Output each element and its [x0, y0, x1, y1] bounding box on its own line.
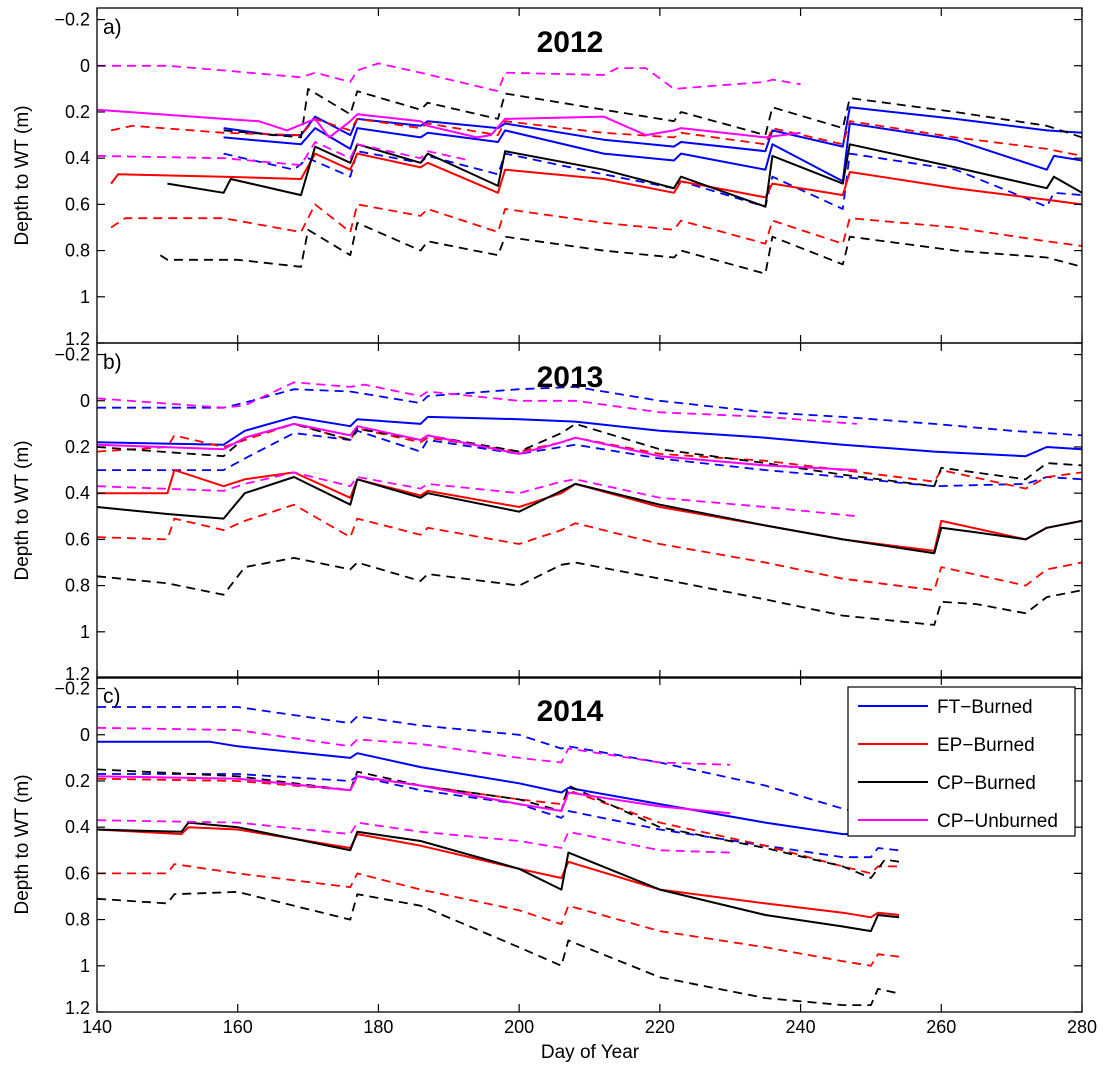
series-group — [97, 62, 1082, 275]
x-tick-label: 200 — [504, 1017, 534, 1037]
series-line-ft-burned-solid — [223, 106, 1082, 153]
series-line-cp-unburned-solid — [97, 422, 857, 472]
x-axis-label: Day of Year — [541, 1042, 640, 1063]
y-axis-label: Depth to WT (m) — [12, 774, 33, 914]
series-line-cp-unburned-dashed — [97, 381, 857, 425]
panel-title: 2014 — [537, 695, 604, 728]
series-line-ep-burned-dashed — [110, 203, 1082, 247]
y-axis-label: Depth to WT (m) — [12, 105, 33, 245]
panel-2013: −0.2 0 0.2 0.4 0.6 0.8 1 1.2 b) 2013 Depth to WT (… — [12, 342, 1083, 684]
panel-label: c) — [103, 685, 121, 708]
series-line-ft-burned-dashed — [97, 386, 1082, 437]
legend-entry-label: CP−Burned — [937, 773, 1036, 794]
y-tick-label: 0.8 — [65, 910, 90, 930]
y-tick-label: 0.4 — [65, 483, 90, 503]
series-line-cp-unburned-solid — [97, 775, 731, 815]
series-line-cp-unburned-dashed — [97, 471, 857, 518]
y-tick-label: 1.2 — [65, 329, 90, 349]
y-tick-label: 0.6 — [65, 529, 90, 549]
series-line-ft-burned-dashed — [97, 706, 900, 817]
plot-frame — [96, 676, 1083, 1013]
series-line-cp-unburned-solid — [97, 108, 801, 139]
series-group — [97, 706, 900, 1006]
y-tick-label: 0.8 — [65, 576, 90, 596]
y-tick-label: 0 — [80, 725, 90, 745]
y-tick-label: 1 — [80, 622, 90, 642]
series-line-cp-burned-dashed — [159, 222, 1082, 275]
panel-label: b) — [103, 351, 122, 374]
panel-2012: −0.2 0 0.2 0.4 0.6 0.8 1 1.2 a) 2012 Depth to WT (… — [12, 7, 1083, 349]
panel-title: 2013 — [537, 361, 604, 394]
y-tick-label: 0.8 — [65, 241, 90, 261]
legend-entry-label: CP−Unburned — [937, 811, 1058, 832]
series-line-ep-burned-dashed — [97, 503, 1082, 592]
y-tick-label: 0.4 — [65, 148, 90, 168]
y-tick-label: 1.2 — [65, 998, 90, 1018]
series-line-cp-burned-dashed — [97, 423, 1082, 488]
x-tick-label: 220 — [645, 1017, 675, 1037]
y-tick-label: 1 — [80, 287, 90, 307]
x-tick-label: 260 — [926, 1017, 956, 1037]
series-line-cp-burned-dashed — [97, 557, 1082, 626]
y-axis-label: Depth to WT (m) — [12, 440, 33, 580]
series-line-ft-burned-dashed — [97, 773, 900, 859]
panel-label: a) — [103, 16, 122, 39]
y-tick-label: −0.2 — [54, 10, 90, 30]
panels: −0.2 0 0.2 0.4 0.6 0.8 1 1.2 a) 2012 Depth to WT (… — [12, 7, 1097, 1037]
y-tick-label: 1.2 — [65, 664, 90, 684]
panel-title: 2012 — [537, 26, 604, 59]
series-line-ep-burned-solid — [97, 469, 1082, 552]
series-line-cp-burned-solid — [97, 476, 1082, 555]
series-line-ft-burned-dashed — [223, 150, 1082, 210]
x-tick-label: 180 — [363, 1017, 393, 1037]
series-line-cp-burned-solid — [97, 821, 900, 933]
panel-2014: 140 160 180 200 220 240 260 280 −0.2 0 0.2 0.4 0.6 0.… — [12, 676, 1097, 1037]
series-line-ep-burned-solid — [97, 826, 900, 919]
y-tick-label: −0.2 — [54, 345, 90, 365]
x-tick-label: 240 — [786, 1017, 816, 1037]
series-line-cp-unburned-dashed — [97, 726, 731, 766]
legend: FT−Burned EP−Burned CP−Burned CP−Unburned — [847, 686, 1076, 837]
legend-entry-label: EP−Burned — [937, 735, 1035, 756]
series-line-cp-burned-solid — [167, 143, 1082, 208]
y-tick-label: 0 — [80, 391, 90, 411]
series-line-ep-burned-dashed — [97, 863, 900, 967]
y-tick-label: 0.6 — [65, 194, 90, 214]
series-line-cp-unburned-dashed — [97, 141, 471, 166]
y-tick-label: −0.2 — [54, 679, 90, 699]
y-tick-label: 1 — [80, 956, 90, 976]
legend-box — [847, 686, 1076, 837]
y-tick-label: 0.2 — [65, 102, 90, 122]
series-line-cp-burned-dashed — [97, 891, 900, 1006]
y-tick-label: 0.2 — [65, 771, 90, 791]
x-tick-label: 160 — [223, 1017, 253, 1037]
series-line-ft-burned-solid — [223, 122, 1082, 183]
legend-entry-label: FT−Burned — [937, 697, 1033, 718]
plot-frame — [96, 342, 1083, 679]
series-line-ft-burned-dashed — [97, 429, 1082, 488]
y-tick-label: 0.2 — [65, 437, 90, 457]
series-line-cp-unburned-dashed — [97, 819, 731, 854]
y-tick-label: 0.6 — [65, 863, 90, 883]
series-line-ep-burned-dashed — [110, 118, 1082, 157]
series-line-ep-burned-solid — [110, 152, 1082, 206]
series-line-ft-burned-solid — [97, 415, 1082, 458]
series-line-cp-unburned-dashed — [97, 62, 801, 93]
x-tick-label: 280 — [1067, 1017, 1097, 1037]
x-tick-label: 140 — [82, 1017, 112, 1037]
y-tick-label: 0 — [80, 56, 90, 76]
series-group — [97, 381, 1082, 626]
y-tick-label: 0.4 — [65, 817, 90, 837]
